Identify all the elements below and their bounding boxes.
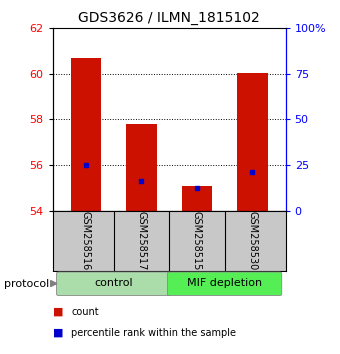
Text: count: count xyxy=(71,307,99,316)
Text: GSM258515: GSM258515 xyxy=(192,211,202,270)
Bar xyxy=(71,58,101,211)
Text: GSM258530: GSM258530 xyxy=(247,211,257,270)
Title: GDS3626 / ILMN_1815102: GDS3626 / ILMN_1815102 xyxy=(78,11,260,24)
FancyBboxPatch shape xyxy=(168,272,282,296)
Text: ■: ■ xyxy=(53,328,63,338)
Text: MIF depletion: MIF depletion xyxy=(187,278,262,288)
Bar xyxy=(237,73,268,211)
Text: control: control xyxy=(95,278,133,288)
Bar xyxy=(126,124,157,211)
Text: GSM258516: GSM258516 xyxy=(81,211,91,270)
Text: protocol: protocol xyxy=(4,279,49,289)
FancyBboxPatch shape xyxy=(56,272,171,296)
Text: GSM258517: GSM258517 xyxy=(136,211,147,270)
Text: ■: ■ xyxy=(53,307,63,316)
Text: percentile rank within the sample: percentile rank within the sample xyxy=(71,328,236,338)
Bar xyxy=(182,185,212,211)
